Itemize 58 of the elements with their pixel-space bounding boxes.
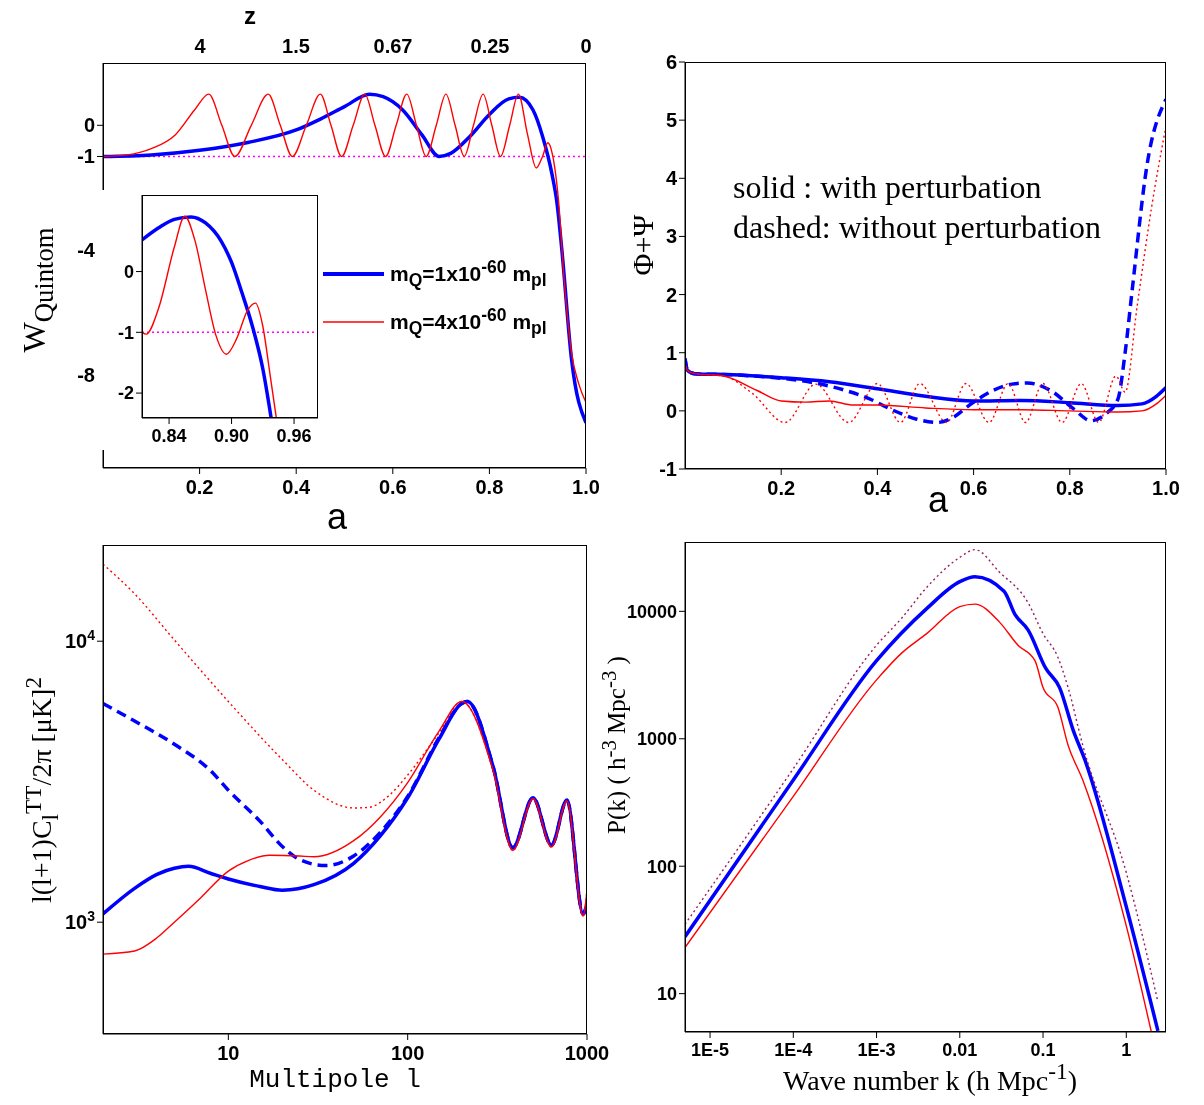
x-axis-title: Multipole l	[249, 1064, 421, 1095]
x-tick-label: 100	[390, 1042, 425, 1064]
text: 4	[194, 35, 206, 57]
annotation: solid : with perturbation	[733, 168, 1042, 207]
x-tick-label: 0.1	[1030, 1040, 1056, 1061]
x-tick-label: 1E-3	[857, 1040, 896, 1061]
y-tick-label: 3	[665, 225, 677, 248]
text: 0.67	[373, 35, 413, 57]
legend-label: m$_{Q}$=4x10$^{-60}$ m$_{pl}$	[390, 304, 547, 340]
x-tick-label: 0.2	[767, 477, 796, 499]
y-tick-label: 10000	[626, 601, 677, 622]
x-tick-label: 0.84	[151, 426, 187, 447]
text: 0.25	[470, 35, 510, 57]
y-tick-label: -4	[77, 238, 96, 261]
y-tick-label: 5	[665, 109, 677, 132]
legend-label: m$_{Q}$=1x10$^{-60}$ m$_{pl}$	[390, 256, 547, 292]
text: 0	[580, 35, 592, 57]
y-axis-title: Φ+Ψ	[625, 214, 659, 276]
x-tick-label: 1	[1121, 1040, 1132, 1061]
y-tick-label: 2	[665, 283, 677, 306]
x-tick-label: 0.2	[185, 476, 214, 498]
y-tick-label: 100	[646, 856, 677, 877]
y-tick-label: 4	[665, 167, 678, 190]
y-tick-label: 0	[665, 399, 677, 422]
y-tick-label: 10	[656, 983, 677, 1004]
x-axis-title: Wave number k (h Mpc$^{-1}$)	[783, 1058, 1077, 1097]
text: 1.5	[282, 35, 310, 57]
x-tick-label: 0.6	[378, 476, 407, 498]
x-tick-label: 10	[217, 1042, 240, 1064]
x-tick-label: 1000	[564, 1042, 610, 1064]
x-tick-label: 0.4	[863, 477, 893, 499]
x-tick-label: 1E-4	[774, 1040, 813, 1061]
x-axis-title: a	[927, 479, 949, 521]
x2-axis-title: z	[244, 1, 256, 30]
y-tick-label: -1	[659, 458, 677, 480]
x-tick-label: 1E-5	[691, 1040, 730, 1061]
x-tick-label: 0.6	[959, 477, 988, 499]
y-tick-label: -1	[77, 145, 95, 168]
y-tick-label: 10$^{4}$	[64, 627, 96, 653]
y-tick-label: 0	[83, 114, 95, 137]
x-tick-label: 1.0	[572, 476, 600, 498]
y-tick-label: 6	[665, 51, 677, 73]
x-tick-label: 0.4	[282, 476, 311, 498]
y-tick-label: 1	[665, 341, 677, 364]
y-tick-label: 10$^{3}$	[64, 908, 96, 934]
x-tick-label: 0.8	[475, 476, 504, 498]
y-tick-label: -8	[77, 363, 95, 386]
y-tick-label: 0	[123, 261, 134, 282]
x-tick-label: 0.01	[942, 1040, 978, 1061]
annotation: dashed: without perturbation	[733, 208, 1101, 247]
x-tick-label: 0.8	[1055, 477, 1084, 499]
x-tick-label: 0.90	[214, 426, 250, 447]
y-tick-label: 1000	[636, 729, 677, 750]
x-tick-label: 0.96	[276, 426, 312, 447]
x-tick-label: 1.0	[1152, 477, 1180, 499]
y-tick-label: -2	[117, 383, 134, 404]
x-axis-title: a	[326, 496, 348, 538]
y-tick-label: -1	[117, 322, 134, 343]
